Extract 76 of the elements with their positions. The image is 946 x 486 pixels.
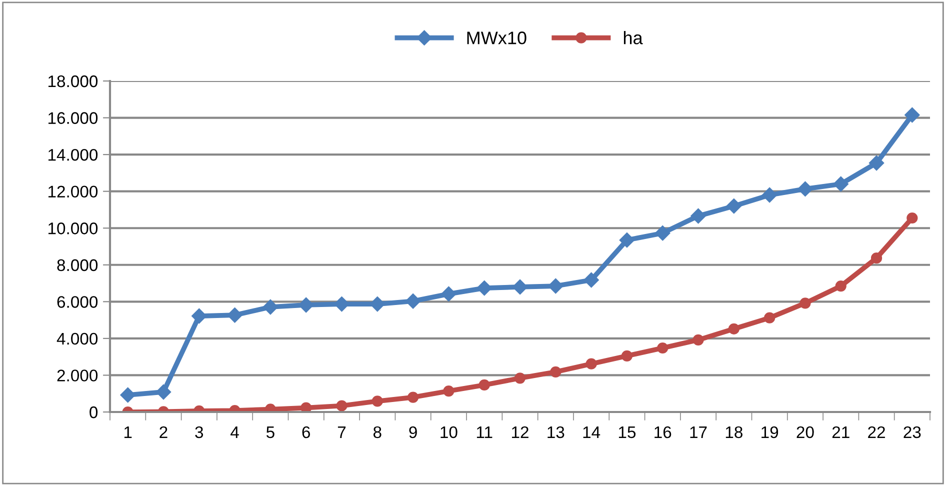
point: [835, 280, 846, 292]
point: [372, 396, 383, 407]
y-tick-label: 2.000: [57, 370, 98, 382]
point: [370, 296, 385, 312]
point: [300, 402, 312, 412]
x-tick-label: 14: [583, 426, 600, 438]
point: [584, 272, 599, 288]
x-tick-label: 9: [409, 426, 417, 438]
legend-label: ha: [624, 31, 643, 44]
point: [621, 350, 633, 362]
y-tick-label: 18.000: [48, 75, 98, 88]
point: [868, 155, 884, 171]
x-tick-label: 21: [832, 426, 850, 438]
x-tick-label: 2: [160, 426, 168, 438]
point: [192, 308, 207, 324]
point: [657, 342, 668, 354]
x-tick-label: 23: [904, 426, 921, 438]
y-tick-label: 16.000: [48, 112, 98, 124]
x-tick-label: 4: [230, 426, 239, 438]
point: [692, 334, 704, 346]
legend-label: MWx10: [467, 32, 526, 44]
x-tick-label: 22: [868, 426, 885, 438]
point: [120, 387, 136, 403]
point: [728, 323, 740, 334]
point: [619, 232, 635, 248]
point: [655, 226, 670, 241]
x-tick-label: 12: [512, 426, 528, 438]
point: [476, 280, 492, 296]
point: [262, 299, 278, 315]
x-tick-label: 20: [796, 426, 814, 438]
point: [762, 187, 778, 203]
x-tick-label: 8: [373, 426, 382, 438]
point: [690, 208, 706, 224]
point: [548, 278, 564, 294]
point: [405, 294, 421, 309]
x-tick-label: 11: [476, 426, 492, 438]
x-tick-label: 16: [654, 426, 672, 438]
x-tick-label: 7: [338, 426, 346, 438]
point: [726, 198, 742, 214]
point: [764, 312, 776, 324]
point: [443, 385, 454, 397]
x-tick-label: 15: [618, 426, 636, 438]
point: [906, 212, 918, 224]
x-tick-label: 5: [266, 426, 274, 438]
y-tick-label: 0: [90, 406, 98, 418]
x-tick-label: 13: [548, 426, 564, 438]
x-tick-label: 3: [195, 426, 204, 438]
x-tick-label: 17: [690, 426, 707, 438]
y-tick-label: 14.000: [48, 148, 98, 161]
x-tick-label: 18: [726, 426, 742, 438]
x-tick-label: 10: [440, 426, 458, 438]
point: [478, 379, 490, 391]
y-tick-label: 8.000: [57, 259, 98, 272]
point: [298, 297, 314, 313]
y-tick-label: 6.000: [57, 296, 98, 308]
point: [798, 181, 813, 197]
point: [514, 372, 526, 384]
point: [227, 308, 242, 323]
y-tick-label: 10.000: [48, 222, 98, 234]
point: [586, 358, 597, 370]
point: [870, 252, 882, 264]
point: [904, 107, 920, 123]
y-tick-label: 12.000: [48, 186, 98, 198]
y-tick-label: 4.000: [56, 332, 98, 345]
point: [336, 400, 348, 412]
point: [407, 392, 419, 403]
point: [833, 176, 848, 192]
x-tick-label: 19: [762, 426, 778, 438]
x-tick-label: 6: [302, 426, 310, 438]
point: [512, 279, 528, 295]
point: [800, 298, 811, 309]
point: [550, 366, 562, 378]
point: [334, 296, 350, 312]
point: [441, 286, 456, 302]
x-tick-label: 1: [124, 426, 132, 438]
point: [156, 384, 172, 400]
